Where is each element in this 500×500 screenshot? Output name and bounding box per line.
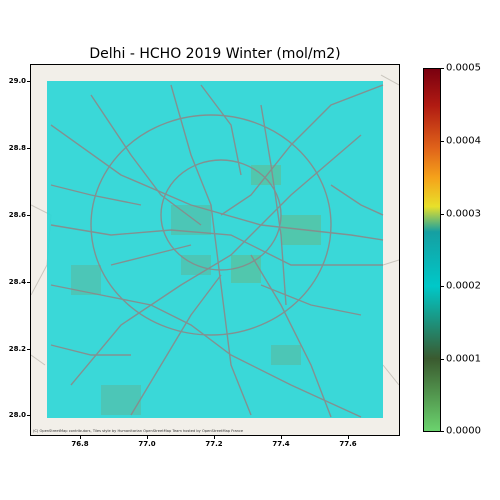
map-canvas	[31, 74, 399, 418]
x-tickmark	[281, 436, 282, 439]
y-tickmark	[27, 415, 30, 416]
colorbar-tickmark	[441, 68, 444, 69]
x-tickmark	[348, 436, 349, 439]
y-tick-label: 28.6	[8, 211, 26, 219]
colorbar-tickmark	[441, 359, 444, 360]
x-tickmark	[80, 436, 81, 439]
y-tick-label: 28.4	[8, 278, 26, 286]
x-tick-label: 77.0	[138, 440, 156, 448]
map-attribution: (C) OpenStreetMap contributors, Tiles st…	[33, 429, 244, 433]
x-tick-label: 76.8	[71, 440, 89, 448]
y-tick-label: 28.2	[8, 345, 26, 353]
x-tickmark	[147, 436, 148, 439]
colorbar-tickmark	[441, 214, 444, 215]
hcho-overlay	[47, 81, 383, 418]
road-network	[50, 84, 384, 418]
y-tick-label: 29.0	[8, 77, 26, 85]
colorbar-tickmark	[441, 286, 444, 287]
y-tickmark	[27, 282, 30, 283]
colorbar-tickmark	[441, 431, 444, 432]
x-tick-label: 77.2	[205, 440, 223, 448]
y-tick-label: 28.0	[8, 411, 26, 419]
colorbar-tick-label: 0.0005	[446, 62, 481, 74]
y-tickmark	[27, 81, 30, 82]
y-tick-label: 28.8	[8, 144, 26, 152]
map-title: Delhi - HCHO 2019 Winter (mol/m2)	[89, 46, 341, 62]
colorbar-tick-label: 0.0000	[446, 425, 481, 437]
y-tickmark	[27, 148, 30, 149]
x-tickmark	[214, 436, 215, 439]
colorbar-tick-label: 0.0002	[446, 280, 481, 292]
y-tickmark	[27, 349, 30, 350]
map-panel[interactable]: (C) OpenStreetMap contributors, Tiles st…	[30, 64, 400, 436]
colorbar-tick-label: 0.0004	[446, 135, 481, 147]
colorbar	[423, 68, 441, 432]
colorbar-tick-label: 0.0001	[446, 353, 481, 365]
x-tick-label: 77.6	[339, 440, 357, 448]
y-tickmark	[27, 215, 30, 216]
colorbar-tickmark	[441, 141, 444, 142]
x-tick-label: 77.4	[272, 440, 290, 448]
colorbar-tick-label: 0.0003	[446, 208, 481, 220]
